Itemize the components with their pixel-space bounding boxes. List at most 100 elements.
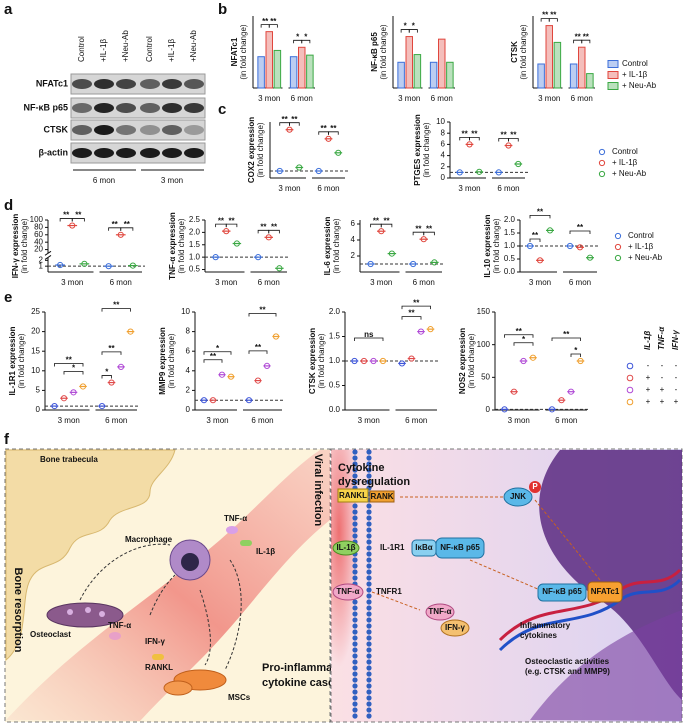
significance-label: * — [105, 368, 109, 377]
label: IFN-γ — [445, 623, 466, 632]
significance-label: ** — [259, 306, 266, 315]
significance-label: ** — [462, 130, 469, 139]
dot — [254, 377, 262, 384]
legend-swatch — [614, 232, 622, 240]
panel-label: c — [218, 101, 226, 118]
dot — [520, 357, 527, 365]
legend-swatch — [598, 148, 606, 156]
band — [116, 125, 136, 135]
dot — [129, 262, 136, 269]
significance-bracket — [408, 29, 418, 33]
y-axis-sublabel: (in fold change) — [379, 24, 388, 79]
lipid-head — [352, 653, 358, 659]
lane-label: Control — [77, 36, 86, 62]
x-tick-label: 3 mon — [61, 278, 83, 287]
dot — [510, 388, 518, 395]
bar — [257, 56, 265, 89]
significance-label: ** — [330, 124, 337, 133]
label: Bone resorption — [12, 568, 24, 653]
y-tick-label: 4 — [351, 235, 356, 244]
significance-label: ** — [542, 11, 549, 20]
blot-strip — [70, 142, 206, 164]
msc-cell — [163, 680, 193, 696]
bar — [537, 63, 545, 89]
dot — [315, 167, 322, 175]
phospho — [529, 481, 541, 493]
label: Cytokine — [338, 462, 384, 474]
significance-bracket — [225, 223, 238, 228]
legend-swatch — [626, 362, 634, 370]
y-axis-sublabel: (in fold change) — [492, 218, 501, 273]
label: RANKL — [145, 663, 173, 672]
legend-swatch — [614, 254, 622, 262]
significance-label: ** — [262, 17, 269, 26]
significance-label: ** — [260, 222, 267, 231]
y-axis-sublabel: (in fold change) — [177, 218, 186, 273]
lipid-head — [352, 635, 358, 641]
legend-cell: + — [646, 373, 651, 382]
il-1b-molecule — [240, 540, 252, 546]
dot — [209, 397, 217, 404]
lipid-head — [366, 677, 372, 683]
lipid-head — [352, 599, 358, 605]
lipid-head — [352, 533, 358, 539]
y-tick-label: 6 — [441, 140, 446, 149]
significance-bracket — [54, 363, 84, 367]
lipid-head — [352, 623, 358, 629]
lipid-head — [352, 509, 358, 515]
dot — [286, 126, 293, 133]
y-axis-label: TNF-α expression — [168, 212, 177, 280]
significance-label: ** — [270, 17, 277, 26]
nucleus — [85, 607, 91, 613]
dot — [296, 164, 303, 171]
bar — [397, 61, 405, 89]
significance-bracket — [529, 215, 551, 219]
significance-bracket — [469, 137, 480, 141]
significance-bracket — [423, 231, 435, 236]
lipid-head — [352, 713, 358, 719]
y-tick-label: 2 — [441, 162, 446, 171]
significance-label: ** — [291, 115, 298, 124]
dot — [501, 406, 508, 413]
band — [94, 148, 114, 158]
lipid-head — [352, 515, 358, 521]
lipid-head — [352, 695, 358, 701]
x-tick-label: 6 mon — [571, 94, 593, 103]
lipid-head — [352, 677, 358, 683]
dot — [526, 242, 534, 250]
label: Osteoclastic activities — [525, 657, 610, 666]
y-axis-sublabel: (in fold change) — [17, 333, 26, 388]
ifn-molecule — [440, 619, 470, 637]
y-axis-label: MMP9 expression — [158, 327, 167, 395]
protein-label: β-actin — [39, 147, 69, 157]
significance-label: ** — [563, 330, 570, 339]
dot — [276, 265, 283, 272]
significance-label: ** — [321, 124, 328, 133]
y-tick-label: 25 — [31, 307, 40, 316]
lipid-head — [366, 605, 372, 611]
dot — [548, 406, 556, 413]
label: cytokines — [520, 631, 557, 640]
label: JNK — [510, 492, 526, 501]
y-axis-label: IL-6 expression — [323, 217, 332, 276]
legend-cell: - — [661, 361, 664, 370]
band — [184, 148, 204, 158]
y-axis-label: IL-1R1 expression — [8, 326, 17, 395]
dot — [466, 141, 473, 148]
lipid-head — [366, 599, 372, 605]
label: IκBα — [415, 543, 432, 552]
dot — [529, 354, 537, 361]
lipid-head — [352, 563, 358, 569]
y-tick-label: 100 — [477, 340, 491, 349]
nfatc1-box — [587, 581, 623, 603]
band — [94, 79, 114, 89]
x-tick-label: 6 mon — [105, 416, 127, 425]
lipid-head — [352, 647, 358, 653]
legend-swatch — [614, 243, 622, 251]
dot — [325, 135, 332, 142]
significance-bracket — [328, 131, 339, 135]
panel-label: b — [218, 1, 227, 18]
legend-cell: + — [674, 397, 679, 406]
protein-label: NFATc1 — [36, 78, 68, 88]
y-axis-sublabel: (in fold change) — [422, 122, 431, 177]
